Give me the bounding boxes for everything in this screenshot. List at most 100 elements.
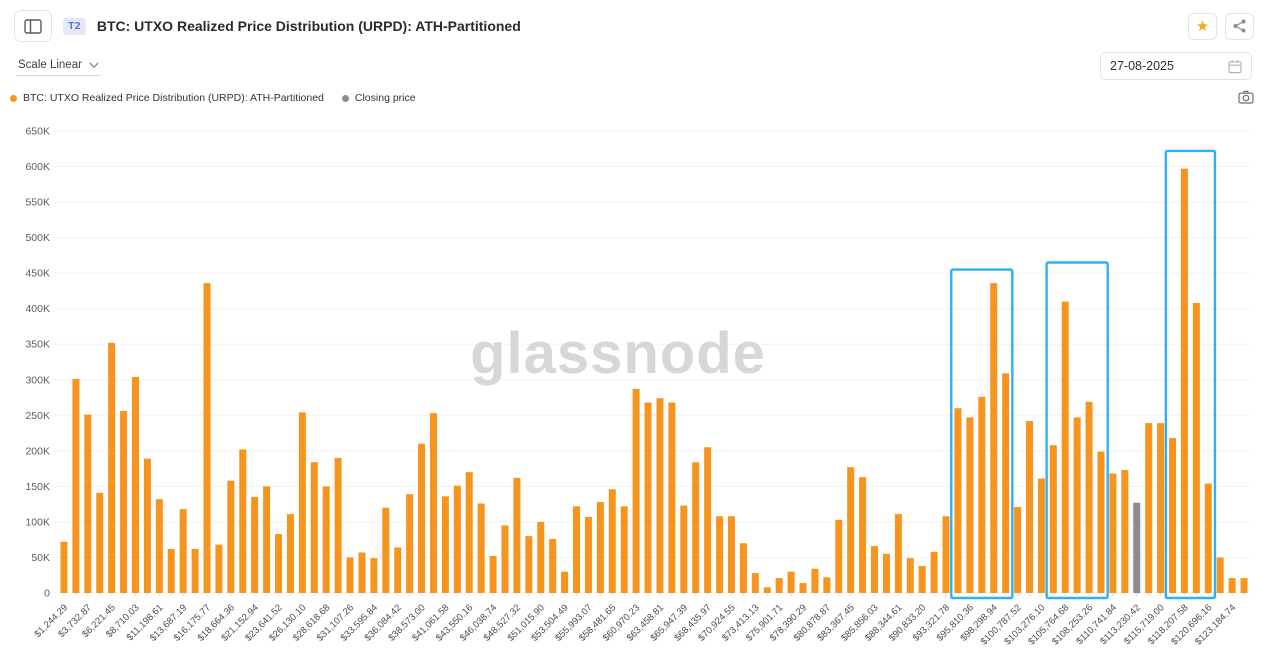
urpd-bar[interactable] — [1014, 506, 1022, 593]
urpd-bar[interactable] — [191, 548, 199, 593]
urpd-bar[interactable] — [847, 467, 855, 593]
urpd-bar[interactable] — [1216, 557, 1224, 593]
urpd-bar[interactable] — [418, 443, 426, 593]
urpd-bar[interactable] — [179, 509, 187, 593]
urpd-bar[interactable] — [1145, 423, 1153, 593]
urpd-bar[interactable] — [1037, 478, 1045, 593]
urpd-bar[interactable] — [334, 457, 342, 593]
urpd-bar[interactable] — [1169, 438, 1177, 593]
closing-price-bar[interactable] — [1133, 502, 1141, 593]
urpd-bar[interactable] — [918, 565, 926, 593]
urpd-bar[interactable] — [263, 486, 271, 593]
urpd-bar[interactable] — [751, 573, 759, 593]
urpd-bar[interactable] — [632, 389, 640, 593]
urpd-bar[interactable] — [441, 496, 449, 593]
urpd-bar[interactable] — [680, 505, 688, 593]
legend-item-closing-price[interactable]: Closing price — [341, 92, 416, 104]
urpd-bar[interactable] — [644, 402, 652, 593]
urpd-bar[interactable] — [239, 449, 247, 593]
urpd-bar[interactable] — [978, 396, 986, 593]
urpd-bar[interactable] — [275, 534, 283, 593]
date-picker[interactable]: 27-08-2025 — [1100, 52, 1252, 80]
urpd-bar[interactable] — [1240, 578, 1248, 593]
urpd-bar[interactable] — [620, 506, 628, 593]
urpd-bar[interactable] — [596, 502, 604, 593]
urpd-bar[interactable] — [96, 492, 104, 593]
urpd-bar[interactable] — [727, 516, 735, 593]
urpd-bar[interactable] — [1025, 420, 1033, 593]
legend-item-urpd[interactable]: BTC: UTXO Realized Price Distribution (U… — [10, 92, 324, 104]
urpd-bar[interactable] — [859, 477, 867, 593]
urpd-bar[interactable] — [131, 376, 139, 593]
urpd-bar[interactable] — [1109, 473, 1117, 593]
urpd-bar[interactable] — [906, 558, 914, 593]
urpd-bar[interactable] — [811, 568, 819, 593]
urpd-bar[interactable] — [882, 553, 890, 593]
urpd-bar[interactable] — [799, 583, 807, 593]
urpd-bar[interactable] — [406, 494, 414, 593]
urpd-bar[interactable] — [453, 485, 461, 593]
urpd-bar[interactable] — [990, 283, 998, 593]
urpd-bar[interactable] — [72, 379, 80, 593]
urpd-bar[interactable] — [584, 516, 592, 593]
urpd-bar[interactable] — [322, 486, 330, 593]
urpd-bar[interactable] — [1085, 401, 1093, 593]
urpd-bar[interactable] — [1097, 451, 1105, 593]
urpd-bar[interactable] — [155, 499, 163, 593]
urpd-bar[interactable] — [1192, 303, 1200, 593]
urpd-bar[interactable] — [489, 556, 497, 593]
sidebar-toggle-button[interactable] — [14, 10, 52, 42]
urpd-bar[interactable] — [513, 477, 521, 593]
screenshot-button[interactable] — [1238, 90, 1254, 107]
urpd-bar[interactable] — [429, 413, 437, 593]
urpd-bar[interactable] — [537, 521, 545, 593]
urpd-bar[interactable] — [108, 342, 116, 593]
urpd-bar[interactable] — [298, 412, 306, 593]
urpd-bar[interactable] — [465, 472, 473, 593]
urpd-bar[interactable] — [775, 578, 783, 593]
urpd-bar[interactable] — [370, 558, 378, 593]
urpd-bar[interactable] — [573, 506, 581, 593]
urpd-bar[interactable] — [549, 538, 557, 593]
urpd-bar[interactable] — [203, 283, 211, 593]
urpd-bar[interactable] — [167, 548, 175, 593]
urpd-bar[interactable] — [608, 489, 616, 593]
urpd-bar[interactable] — [716, 516, 724, 593]
urpd-bar[interactable] — [1121, 470, 1129, 593]
urpd-bar[interactable] — [656, 398, 664, 593]
favorite-button[interactable]: ★ — [1188, 12, 1217, 40]
urpd-bar[interactable] — [966, 417, 974, 593]
urpd-bar[interactable] — [346, 557, 354, 593]
urpd-bar[interactable] — [739, 543, 747, 593]
urpd-bar[interactable] — [954, 408, 962, 593]
urpd-bar[interactable] — [942, 516, 950, 593]
urpd-bar[interactable] — [84, 414, 92, 593]
urpd-bar[interactable] — [835, 519, 843, 593]
urpd-bar[interactable] — [692, 462, 700, 593]
urpd-bar[interactable] — [823, 577, 831, 593]
urpd-bar[interactable] — [930, 551, 938, 593]
urpd-bar[interactable] — [894, 514, 902, 593]
urpd-bar[interactable] — [1002, 373, 1010, 593]
urpd-bar[interactable] — [561, 571, 569, 593]
urpd-bar[interactable] — [787, 571, 795, 593]
urpd-bar[interactable] — [763, 587, 771, 593]
urpd-bar[interactable] — [394, 547, 402, 593]
urpd-bar[interactable] — [1157, 423, 1165, 593]
urpd-bar[interactable] — [358, 552, 366, 593]
share-button[interactable] — [1225, 12, 1254, 40]
urpd-bar[interactable] — [477, 503, 485, 593]
urpd-bar[interactable] — [1073, 417, 1081, 593]
urpd-bar[interactable] — [525, 536, 533, 593]
urpd-bar[interactable] — [251, 497, 259, 593]
urpd-bar[interactable] — [704, 447, 712, 593]
urpd-bar[interactable] — [1204, 483, 1212, 593]
urpd-bar[interactable] — [871, 546, 879, 593]
urpd-bar[interactable] — [286, 514, 294, 593]
urpd-bar[interactable] — [1180, 168, 1188, 593]
urpd-bar[interactable] — [310, 462, 318, 593]
urpd-bar[interactable] — [227, 480, 235, 593]
urpd-bar[interactable] — [143, 458, 151, 593]
urpd-bar[interactable] — [120, 411, 128, 593]
